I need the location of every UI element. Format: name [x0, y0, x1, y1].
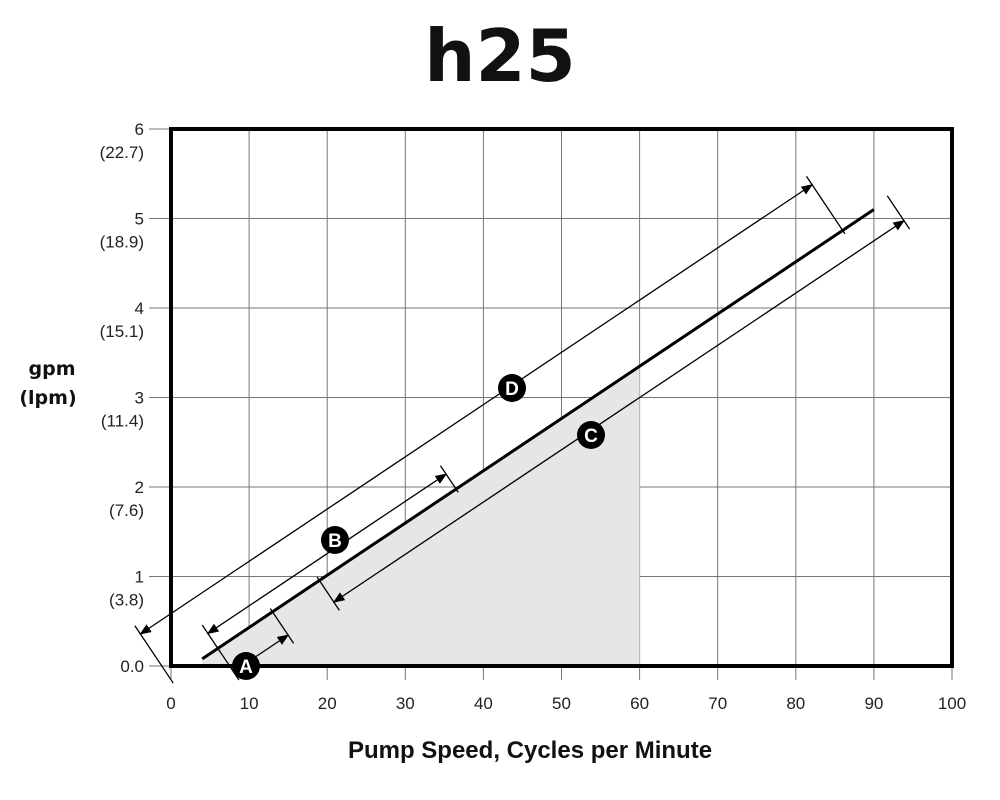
x-tick-label: 40 [474, 694, 493, 713]
range-extension-line [805, 176, 846, 235]
x-tick-label: 90 [864, 694, 883, 713]
y-tick-label: 6 [135, 120, 144, 139]
x-tick-label: 0 [166, 694, 175, 713]
y-tick-sublabel: (15.1) [100, 322, 144, 341]
x-tick-label: 50 [552, 694, 571, 713]
y-tick-label: 5 [135, 210, 144, 229]
y-tick-label: 1 [135, 568, 144, 587]
plot-frame [169, 127, 954, 668]
range-marker-a [232, 652, 260, 680]
range-arrow-d [139, 184, 814, 635]
range-marker-d [498, 374, 526, 402]
x-axis-title: Pump Speed, Cycles per Minute [348, 737, 712, 764]
range-extension-line [886, 195, 911, 230]
y-tick-sublabel: (3.8) [109, 591, 144, 610]
x-tick-label: 30 [396, 694, 415, 713]
range-label-d: D [505, 379, 519, 400]
range-marker-c [577, 421, 605, 449]
x-tick-label: 70 [708, 694, 727, 713]
x-tick-label: 20 [318, 694, 337, 713]
y-tick-sublabel: (11.4) [101, 412, 144, 431]
range-label-c: C [584, 426, 598, 447]
y-tick-label: 0.0 [120, 657, 144, 676]
x-tick-label: 10 [240, 694, 259, 713]
range-marker-b [321, 526, 349, 554]
x-tick-label: 80 [786, 694, 805, 713]
y-tick-label: 4 [135, 299, 144, 318]
x-tick-label: 60 [630, 694, 649, 713]
y-tick-label: 3 [135, 389, 144, 408]
x-tick-label: 100 [938, 694, 966, 713]
y-tick-sublabel: (22.7) [100, 143, 144, 162]
y-tick-sublabel: (7.6) [109, 501, 144, 520]
y-axis-label-lpm: (lpm) [19, 387, 76, 409]
y-tick-label: 2 [135, 478, 144, 497]
range-label-b: B [328, 531, 342, 552]
y-tick-sublabel: (18.9) [100, 233, 144, 252]
chart-title: h25 [424, 14, 576, 98]
range-label-a: A [239, 657, 253, 678]
range-extension-line [134, 625, 174, 684]
series-line [201, 208, 875, 661]
y-axis-label-gpm: gpm [29, 358, 76, 380]
